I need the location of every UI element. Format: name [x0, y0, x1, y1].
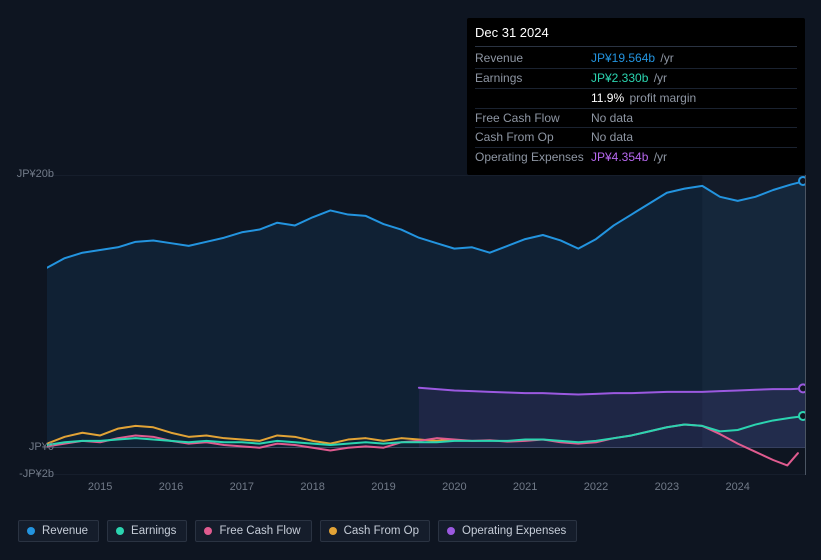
legend-item-cash-from-op[interactable]: Cash From Op	[320, 520, 430, 542]
chart-plot-area[interactable]	[47, 175, 805, 475]
legend-dot-icon	[27, 527, 35, 535]
x-axis-label: 2017	[230, 481, 254, 493]
tooltip-row-value: JP¥4.354b /yr	[591, 149, 667, 166]
tooltip-row-value: JP¥19.564b /yr	[591, 50, 674, 67]
legend-item-label: Operating Expenses	[462, 525, 566, 537]
y-axis-label: -JP¥2b	[19, 468, 54, 480]
tooltip-row: EarningsJP¥2.330b /yr	[475, 69, 797, 89]
tooltip-row: Cash From OpNo data	[475, 128, 797, 148]
legend-item-label: Revenue	[42, 525, 88, 537]
hover-line	[805, 175, 806, 475]
legend-item-label: Earnings	[131, 525, 176, 537]
x-axis-label: 2016	[159, 481, 183, 493]
legend-dot-icon	[204, 527, 212, 535]
tooltip-row-label: Cash From Op	[475, 129, 591, 146]
x-axis-label: 2023	[655, 481, 679, 493]
tooltip-row-value: 11.9% profit margin	[591, 90, 696, 107]
chart-tooltip: Dec 31 2024 RevenueJP¥19.564b /yrEarning…	[467, 18, 805, 175]
tooltip-row: 11.9% profit margin	[475, 89, 797, 109]
tooltip-row: Operating ExpensesJP¥4.354b /yr	[475, 148, 797, 167]
legend-item-operating-expenses[interactable]: Operating Expenses	[438, 520, 577, 542]
tooltip-row-label: Operating Expenses	[475, 149, 591, 166]
tooltip-row: RevenueJP¥19.564b /yr	[475, 49, 797, 69]
y-axis-label: JP¥0	[29, 441, 54, 453]
x-axis-label: 2019	[371, 481, 395, 493]
legend-item-label: Free Cash Flow	[219, 525, 300, 537]
x-axis-label: 2018	[300, 481, 324, 493]
legend-dot-icon	[329, 527, 337, 535]
tooltip-row-value: No data	[591, 129, 633, 146]
tooltip-row-label	[475, 90, 591, 107]
chart-legend: Revenue Earnings Free Cash Flow Cash From O…	[18, 520, 577, 542]
tooltip-row-label: Free Cash Flow	[475, 110, 591, 127]
legend-item-revenue[interactable]: Revenue	[18, 520, 99, 542]
x-axis-label: 2024	[725, 481, 749, 493]
tooltip-row-label: Revenue	[475, 50, 591, 67]
tooltip-row-label: Earnings	[475, 70, 591, 87]
y-axis-label: JP¥20b	[17, 168, 54, 180]
x-axis-label: 2020	[442, 481, 466, 493]
tooltip-row-value: JP¥2.330b /yr	[591, 70, 667, 87]
legend-dot-icon	[116, 527, 124, 535]
legend-dot-icon	[447, 527, 455, 535]
x-axis-label: 2022	[584, 481, 608, 493]
legend-item-free-cash-flow[interactable]: Free Cash Flow	[195, 520, 311, 542]
tooltip-row-value: No data	[591, 110, 633, 127]
legend-item-label: Cash From Op	[344, 525, 419, 537]
x-axis-label: 2015	[88, 481, 112, 493]
legend-item-earnings[interactable]: Earnings	[107, 520, 187, 542]
x-axis-label: 2021	[513, 481, 537, 493]
tooltip-date: Dec 31 2024	[475, 24, 797, 47]
tooltip-row: Free Cash FlowNo data	[475, 109, 797, 129]
